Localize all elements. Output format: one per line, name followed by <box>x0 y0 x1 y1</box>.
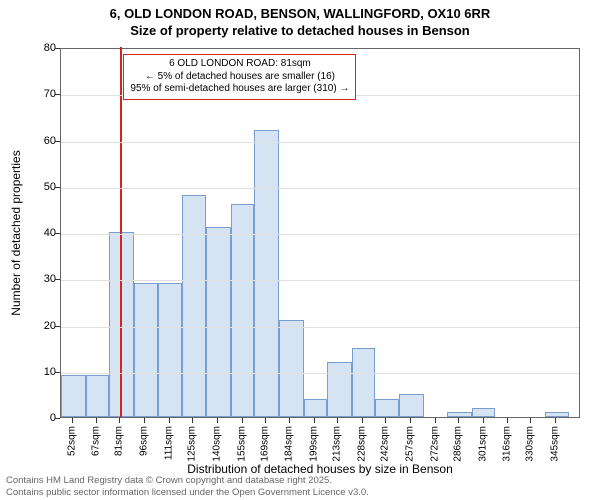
x-tick-label: 286sqm <box>452 426 463 462</box>
histogram-bar <box>158 283 181 417</box>
annotation-line-3: 95% of semi-detached houses are larger (… <box>130 83 349 96</box>
y-tick-mark <box>55 94 60 95</box>
histogram-bar <box>352 348 375 417</box>
histogram-bar <box>134 283 159 417</box>
x-tick-label: 155sqm <box>236 426 247 462</box>
x-tick-mark <box>72 418 73 423</box>
x-tick-label: 184sqm <box>284 426 295 462</box>
title-line-1: 6, OLD LONDON ROAD, BENSON, WALLINGFORD,… <box>0 6 600 23</box>
x-tick-label: 345sqm <box>550 426 561 462</box>
histogram-bar <box>182 195 207 417</box>
histogram-bar <box>447 412 472 417</box>
gridline <box>61 280 579 281</box>
x-tick-label: 81sqm <box>114 426 125 456</box>
x-tick-mark <box>242 418 243 423</box>
y-tick-mark <box>55 279 60 280</box>
histogram-bar <box>254 130 279 417</box>
y-tick-mark <box>55 372 60 373</box>
gridline <box>61 373 579 374</box>
x-tick-label: 228sqm <box>357 426 368 462</box>
x-tick-label: 140sqm <box>211 426 222 462</box>
y-tick-mark <box>55 48 60 49</box>
histogram-bar <box>86 375 109 417</box>
x-tick-label: 52sqm <box>66 426 77 456</box>
y-axis-label: Number of detached properties <box>9 48 23 418</box>
x-tick-label: 199sqm <box>309 426 320 462</box>
footer-line-1: Contains HM Land Registry data © Crown c… <box>6 475 369 486</box>
x-tick-label: 272sqm <box>429 426 440 462</box>
footer-line-2: Contains public sector information licen… <box>6 487 369 498</box>
x-tick-label: 316sqm <box>502 426 513 462</box>
x-tick-label: 125sqm <box>187 426 198 462</box>
chart-container: 6, OLD LONDON ROAD, BENSON, WALLINGFORD,… <box>0 0 600 500</box>
x-tick-label: 257sqm <box>404 426 415 462</box>
x-tick-label: 96sqm <box>139 426 150 456</box>
x-tick-mark <box>362 418 363 423</box>
y-tick-mark <box>55 418 60 419</box>
histogram-bar <box>206 227 231 417</box>
x-tick-label: 111sqm <box>163 426 174 460</box>
x-axis-label: Distribution of detached houses by size … <box>60 462 580 476</box>
chart-title: 6, OLD LONDON ROAD, BENSON, WALLINGFORD,… <box>0 0 600 40</box>
attribution-footer: Contains HM Land Registry data © Crown c… <box>6 475 369 498</box>
x-tick-mark <box>507 418 508 423</box>
histogram-bar <box>399 394 424 417</box>
histogram-bar <box>472 408 495 417</box>
gridline <box>61 234 579 235</box>
x-tick-mark <box>96 418 97 423</box>
bars-layer <box>61 49 579 417</box>
x-tick-label: 213sqm <box>332 426 343 462</box>
x-tick-mark <box>483 418 484 423</box>
y-tick-label: 80 <box>26 42 56 54</box>
x-tick-mark <box>192 418 193 423</box>
x-tick-label: 242sqm <box>380 426 391 462</box>
x-tick-mark <box>555 418 556 423</box>
title-line-2: Size of property relative to detached ho… <box>0 23 600 40</box>
y-tick-label: 20 <box>26 320 56 332</box>
x-tick-mark <box>458 418 459 423</box>
histogram-bar <box>304 399 327 418</box>
x-tick-mark <box>410 418 411 423</box>
y-tick-mark <box>55 326 60 327</box>
plot-area <box>60 48 580 418</box>
x-tick-mark <box>119 418 120 423</box>
annotation-line-1: 6 OLD LONDON ROAD: 81sqm <box>130 58 349 71</box>
y-tick-label: 70 <box>26 88 56 100</box>
y-tick-label: 60 <box>26 135 56 147</box>
histogram-bar <box>545 412 570 417</box>
x-tick-label: 169sqm <box>259 426 270 462</box>
histogram-bar <box>375 399 400 418</box>
x-tick-mark <box>217 418 218 423</box>
x-tick-label: 301sqm <box>477 426 488 462</box>
y-tick-label: 50 <box>26 181 56 193</box>
x-tick-label: 330sqm <box>525 426 536 462</box>
x-tick-mark <box>435 418 436 423</box>
x-tick-mark <box>289 418 290 423</box>
histogram-bar <box>279 320 304 417</box>
gridline <box>61 327 579 328</box>
histogram-bar <box>327 362 352 418</box>
annotation-line-2: ← 5% of detached houses are smaller (16) <box>130 71 349 84</box>
gridline <box>61 188 579 189</box>
y-tick-label: 30 <box>26 273 56 285</box>
y-tick-mark <box>55 233 60 234</box>
x-tick-mark <box>169 418 170 423</box>
histogram-bar <box>61 375 86 417</box>
marker-line <box>120 47 122 417</box>
x-tick-mark <box>265 418 266 423</box>
y-tick-mark <box>55 141 60 142</box>
x-tick-mark <box>530 418 531 423</box>
x-tick-mark <box>385 418 386 423</box>
x-tick-mark <box>314 418 315 423</box>
y-tick-label: 0 <box>26 412 56 424</box>
y-tick-label: 10 <box>26 366 56 378</box>
annotation-box: 6 OLD LONDON ROAD: 81sqm← 5% of detached… <box>123 54 356 100</box>
y-tick-label: 40 <box>26 227 56 239</box>
histogram-bar <box>231 204 254 417</box>
y-tick-mark <box>55 187 60 188</box>
x-tick-mark <box>337 418 338 423</box>
gridline <box>61 142 579 143</box>
x-tick-mark <box>144 418 145 423</box>
x-tick-label: 67sqm <box>91 426 102 456</box>
